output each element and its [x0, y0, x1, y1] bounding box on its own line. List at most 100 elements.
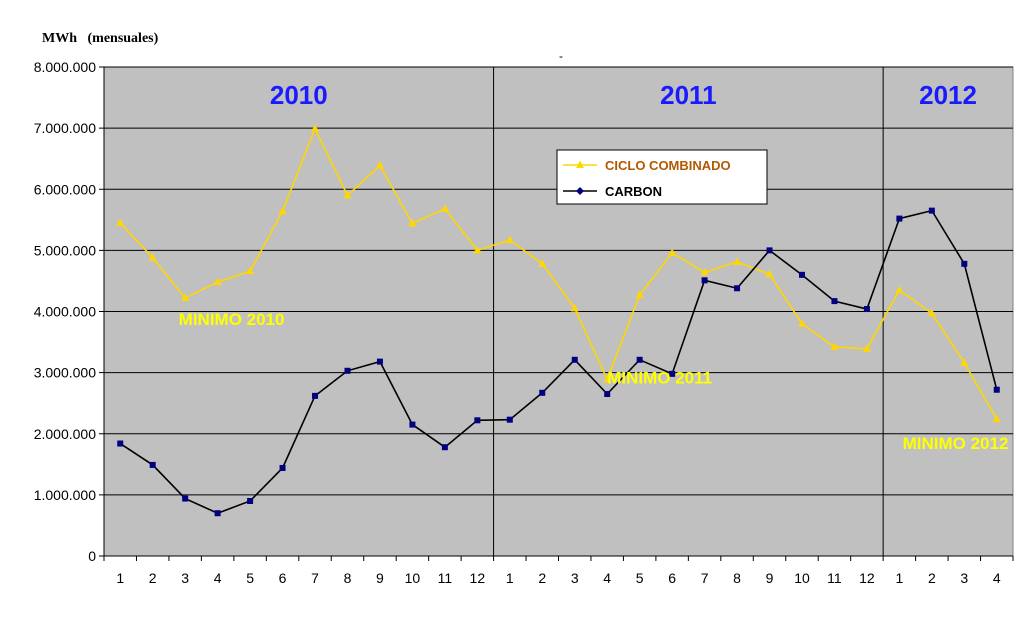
x-tick-label: 10	[405, 570, 421, 586]
year-labels: 2010 2011 2012	[270, 80, 977, 110]
x-tick-label: 7	[701, 570, 709, 586]
data-point	[862, 344, 871, 352]
data-point	[344, 367, 351, 374]
data-point	[571, 356, 578, 363]
x-axis-ticks: 1 2 3 4 5 6 7 8 9 10 11 12 1 2 3 4 5 6 7 8 9 10 11 12 1 2 3 4	[103, 555, 1014, 586]
y-tick-label: 0	[88, 548, 96, 564]
data-point	[896, 215, 903, 222]
annotation-label: MINIMO 2012	[903, 434, 1009, 453]
legend-label: CICLO COMBINADO	[605, 158, 731, 173]
y-tick-label: 5.000.000	[34, 242, 96, 258]
x-tick-label: 12	[470, 570, 486, 586]
x-tick-label: 10	[794, 570, 810, 586]
data-point	[181, 293, 190, 302]
x-tick-label: 2	[928, 570, 936, 586]
data-point	[700, 267, 709, 276]
data-point	[733, 257, 742, 265]
data-point	[116, 218, 125, 226]
data-point	[505, 235, 514, 243]
x-tick-label: 9	[766, 570, 774, 586]
data-point	[895, 285, 904, 294]
data-point	[343, 190, 352, 199]
data-point	[831, 298, 838, 305]
stray-mark: -	[559, 49, 563, 63]
data-point	[246, 266, 255, 275]
x-tick-label: 2	[538, 570, 546, 586]
legend-marker	[576, 187, 584, 195]
data-point	[506, 416, 513, 423]
data-point	[409, 421, 416, 428]
series-layer	[116, 124, 1001, 517]
x-tick-label: 7	[311, 570, 319, 586]
data-point	[182, 495, 189, 502]
data-point	[473, 245, 482, 254]
data-point	[149, 461, 156, 468]
data-point	[928, 207, 935, 214]
series-line	[119, 126, 998, 420]
year-label: 2010	[270, 80, 328, 110]
data-point	[960, 358, 969, 366]
annotation-label: MINIMO 2011	[607, 369, 712, 388]
data-point	[635, 290, 644, 298]
data-point	[830, 342, 839, 350]
x-tick-label: 12	[859, 570, 875, 586]
x-tick-label: 3	[960, 570, 968, 586]
data-point	[927, 308, 936, 317]
x-tick-label: 2	[149, 570, 157, 586]
data-point	[669, 370, 676, 377]
y-tick-label: 6.000.000	[34, 181, 96, 197]
data-point	[797, 319, 806, 327]
data-point	[214, 510, 221, 517]
x-tick-label: 8	[733, 570, 741, 586]
series-ciclo-combinado	[116, 124, 1001, 423]
year-label: 2011	[660, 80, 716, 110]
legend: CICLO COMBINADO CARBON	[556, 149, 768, 205]
x-tick-label: 6	[279, 570, 287, 586]
x-tick-label: 1	[116, 570, 124, 586]
data-point	[539, 389, 546, 396]
data-point	[278, 206, 287, 215]
data-point	[766, 247, 773, 254]
data-point	[312, 392, 319, 399]
data-point	[440, 204, 449, 212]
y-axis-ticks: 0 1.000.000 2.000.000 3.000.000 4.000.000 5.0…	[34, 59, 105, 564]
year-label: 2012	[919, 80, 977, 110]
y-tick-label: 7.000.000	[34, 120, 96, 136]
x-tick-label: 4	[603, 570, 611, 586]
data-point	[117, 440, 124, 447]
legend-entry: CARBON	[563, 184, 662, 199]
x-tick-label: 11	[438, 570, 453, 586]
y-tick-label: 8.000.000	[34, 59, 96, 75]
x-tick-label: 1	[895, 570, 903, 586]
annotation-label: MINIMO 2010	[179, 310, 285, 329]
x-tick-label: 9	[376, 570, 384, 586]
data-point	[247, 497, 254, 504]
data-point	[213, 277, 222, 286]
legend-box	[556, 149, 768, 205]
x-tick-label: 8	[344, 570, 352, 586]
data-point	[311, 124, 320, 132]
data-point	[734, 285, 741, 292]
data-point	[538, 259, 547, 267]
annotations: MINIMO 2010 MINIMO 2011 MINIMO 2012	[179, 310, 1009, 453]
x-tick-label: 4	[214, 570, 222, 586]
x-tick-label: 6	[668, 570, 676, 586]
data-point	[992, 414, 1001, 423]
x-tick-label: 11	[827, 570, 842, 586]
data-point	[603, 374, 612, 383]
legend-label: CARBON	[605, 184, 662, 199]
data-point	[993, 386, 1000, 393]
x-tick-label: 4	[993, 570, 1001, 586]
data-point	[863, 306, 870, 313]
data-point	[798, 271, 805, 278]
data-point	[441, 444, 448, 451]
data-point	[668, 248, 677, 256]
series-line	[119, 209, 998, 515]
data-point	[148, 253, 157, 261]
data-point	[474, 417, 481, 424]
data-point	[701, 277, 708, 284]
legend-entry: CICLO COMBINADO	[563, 158, 731, 173]
x-tick-label: 5	[246, 570, 254, 586]
data-point	[279, 464, 286, 471]
